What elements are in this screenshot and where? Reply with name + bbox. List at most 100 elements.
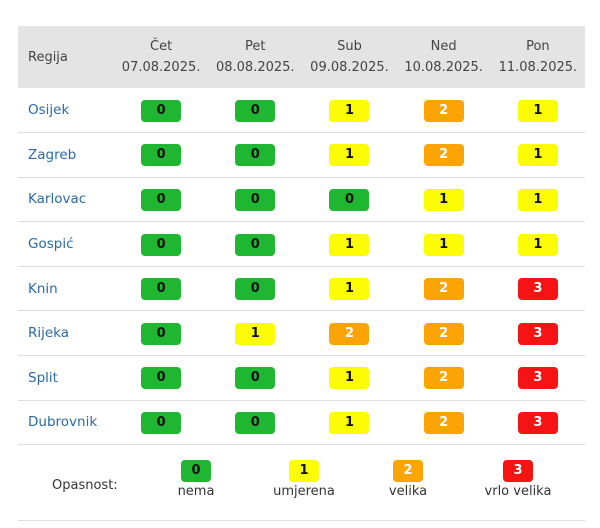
day-column-header: Pet 08.08.2025. <box>208 26 302 88</box>
legend-level-badge: 1 <box>289 460 319 483</box>
table-row: Split 0 0 1 2 3 <box>18 355 585 401</box>
forecast-cell: 1 <box>396 177 491 223</box>
forecast-cell: 1 <box>490 88 585 134</box>
table-row: Dubrovnik 0 0 1 2 3 <box>18 400 585 446</box>
legend-level-label: nema <box>177 484 215 500</box>
danger-level-badge: 0 <box>329 188 370 211</box>
day-date: 09.08.2025. <box>310 60 389 75</box>
forecast-cell: 0 <box>208 132 303 178</box>
danger-level-badge: 0 <box>141 188 182 211</box>
danger-level-badge: 1 <box>329 144 370 167</box>
region-link[interactable]: Dubrovnik <box>18 400 114 446</box>
region-link[interactable]: Zagreb <box>18 132 114 178</box>
table-row: Zagreb 0 0 1 2 1 <box>18 132 585 178</box>
region-link[interactable]: Rijeka <box>18 310 114 357</box>
legend-level-label: vrlo velika <box>484 484 552 500</box>
region-link[interactable]: Gospić <box>18 221 114 267</box>
danger-level-badge: 1 <box>329 99 370 122</box>
day-name: Ned <box>430 39 457 54</box>
forecast-table: Regija Čet 07.08.2025. Pet 08.08.2025. Sub… <box>18 26 585 446</box>
danger-level-badge: 0 <box>235 411 276 434</box>
day-name: Sub <box>337 39 362 54</box>
danger-level-badge: 2 <box>423 322 464 345</box>
table-row: Karlovac 0 0 0 1 1 <box>18 177 585 223</box>
danger-level-badge: 3 <box>517 367 558 390</box>
danger-level-badge: 2 <box>423 144 464 167</box>
legend-level-badge: 3 <box>503 460 533 483</box>
day-name: Pet <box>245 39 266 54</box>
forecast-cell: 0 <box>114 177 209 223</box>
danger-level-badge: 1 <box>329 278 370 301</box>
forecast-cell: 0 <box>114 400 209 446</box>
forecast-cell: 2 <box>396 400 491 446</box>
danger-level-badge: 0 <box>141 278 182 301</box>
danger-level-badge: 0 <box>235 367 276 390</box>
forecast-cell: 1 <box>302 88 397 134</box>
danger-level-badge: 3 <box>517 278 558 301</box>
danger-level-badge: 1 <box>423 233 464 256</box>
forecast-cell: 2 <box>396 355 491 401</box>
day-column-header: Ned 10.08.2025. <box>397 26 491 88</box>
danger-level-badge: 2 <box>423 411 464 434</box>
danger-level-badge: 1 <box>235 322 276 345</box>
region-link[interactable]: Osijek <box>18 88 114 134</box>
legend-item-velika: 2 velika <box>358 459 458 499</box>
day-date: 11.08.2025. <box>498 60 578 75</box>
danger-level-badge: 2 <box>423 278 464 301</box>
forecast-cell: 3 <box>490 400 585 446</box>
forecast-cell: 0 <box>208 400 303 446</box>
danger-level-badge: 0 <box>235 99 276 122</box>
forecast-cell: 0 <box>114 310 209 357</box>
forecast-cell: 0 <box>114 132 209 178</box>
table-row: Gospić 0 0 1 1 1 <box>18 221 585 267</box>
danger-level-badge: 2 <box>329 322 370 345</box>
day-column-header: Sub 09.08.2025. <box>302 26 396 88</box>
danger-level-badge: 1 <box>423 188 464 211</box>
region-link[interactable]: Karlovac <box>18 177 114 223</box>
day-date: 10.08.2025. <box>404 60 483 75</box>
forecast-cell: 1 <box>208 310 303 357</box>
danger-level-badge: 0 <box>141 367 182 390</box>
forecast-cell: 2 <box>396 88 491 134</box>
table-row: Knin 0 0 1 2 3 <box>18 266 585 312</box>
forecast-cell: 2 <box>396 132 491 178</box>
forecast-cell: 3 <box>490 355 585 401</box>
forecast-cell: 1 <box>302 355 397 401</box>
forecast-cell: 0 <box>208 177 303 223</box>
forecast-cell: 2 <box>302 310 397 357</box>
legend-item-nema: 0 nema <box>146 459 246 499</box>
danger-level-badge: 0 <box>141 233 182 256</box>
legend-level-badge: 2 <box>393 460 423 483</box>
legend-item-umjerena: 1 umjerena <box>254 459 354 499</box>
forecast-cell: 3 <box>490 266 585 312</box>
danger-level-badge: 1 <box>329 411 370 434</box>
legend-title: Opasnost: <box>52 478 118 494</box>
region-column-header: Regija <box>28 49 68 65</box>
day-name: Čet <box>150 39 173 54</box>
danger-level-badge: 1 <box>329 233 370 256</box>
region-link[interactable]: Knin <box>18 266 114 312</box>
forecast-cell: 0 <box>114 221 209 267</box>
danger-level-badge: 0 <box>235 188 276 211</box>
forecast-cell: 0 <box>302 177 397 223</box>
danger-level-badge: 1 <box>517 233 558 256</box>
forecast-cell: 1 <box>302 400 397 446</box>
danger-level-badge: 0 <box>141 144 182 167</box>
table-header-row: Regija Čet 07.08.2025. Pet 08.08.2025. Sub… <box>18 26 585 88</box>
region-link[interactable]: Split <box>18 355 114 401</box>
day-column-header: Čet 07.08.2025. <box>114 26 208 88</box>
forecast-cell: 1 <box>302 132 397 178</box>
legend-item-vrlo-velika: 3 vrlo velika <box>468 459 568 499</box>
legend-level-badge: 0 <box>181 460 211 483</box>
forecast-cell: 1 <box>490 177 585 223</box>
forecast-cell: 0 <box>208 88 303 134</box>
forecast-cell: 0 <box>208 355 303 401</box>
danger-level-badge: 3 <box>517 411 558 434</box>
table-row: Osijek 0 0 1 2 1 <box>18 88 585 134</box>
forecast-cell: 2 <box>396 310 491 357</box>
fire-danger-forecast: Regija Čet 07.08.2025. Pet 08.08.2025. Sub… <box>18 26 585 522</box>
day-date: 08.08.2025. <box>215 60 295 75</box>
danger-level-badge: 1 <box>517 99 558 122</box>
legend-level-label: umjerena <box>273 484 335 500</box>
forecast-cell: 0 <box>114 266 209 312</box>
